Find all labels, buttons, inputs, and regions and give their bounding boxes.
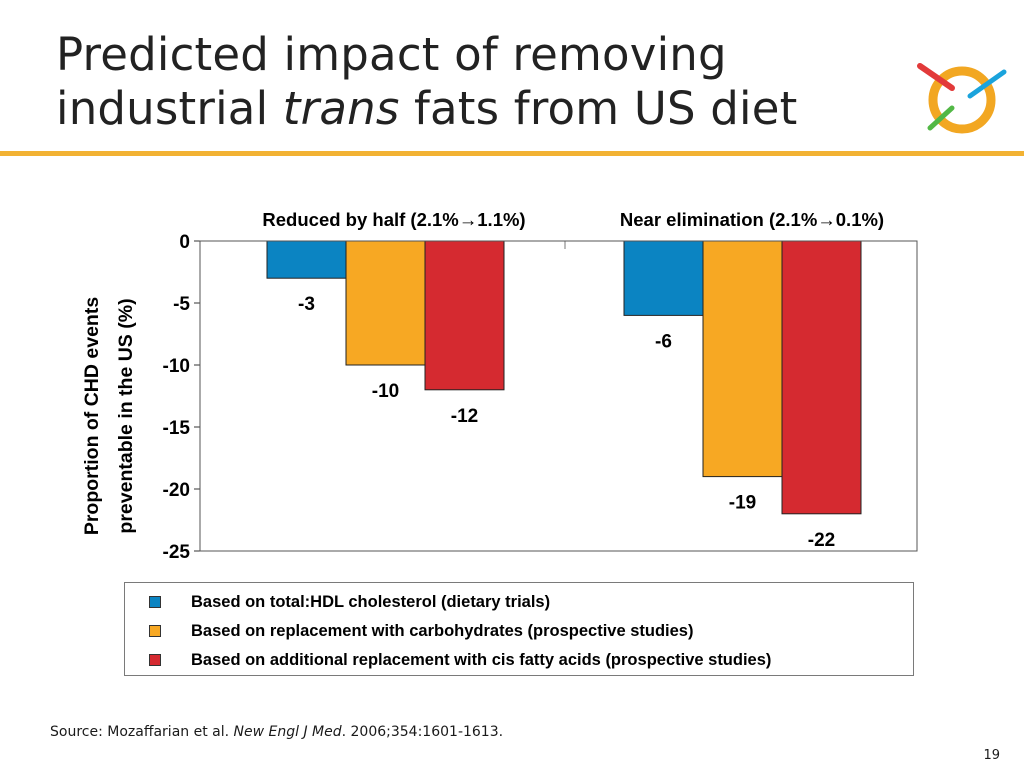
- data-label: -6: [655, 331, 672, 352]
- legend-item-cis-fatty-acids: Based on additional replacement with cis…: [149, 649, 771, 671]
- legend-label: Based on additional replacement with cis…: [191, 650, 772, 669]
- ring-logo-icon: [917, 63, 1007, 134]
- legend-label: Based on replacement with carbohydrates …: [191, 621, 694, 640]
- logo-ring: [928, 66, 996, 134]
- legend-item-carbohydrates: Based on replacement with carbohydrates …: [149, 620, 693, 642]
- bar-series-2-group-1: [345, 240, 426, 366]
- source-citation: Source: Mozaffarian et al. New Engl J Me…: [50, 724, 503, 740]
- logo-blue-stroke: [967, 69, 1007, 99]
- bar-series-3-group-2: [781, 240, 862, 515]
- source-suffix: . 2006;354:1601-1613.: [341, 724, 504, 740]
- bar-series-1-group-1: [266, 240, 347, 279]
- y-axis-label-line: Proportion of CHD events: [81, 297, 103, 535]
- legend-swatch-orange: [149, 625, 161, 637]
- group-label: Reduced by half (2.1%→1.1%): [262, 209, 525, 230]
- y-tick-label: -20: [163, 480, 190, 501]
- plot-area-frame: [199, 240, 918, 552]
- logo-red-stroke: [917, 63, 955, 91]
- data-label: -3: [298, 294, 315, 315]
- y-tick-label: -5: [173, 294, 190, 315]
- legend-swatch-red: [149, 654, 161, 666]
- page-number: 19: [983, 748, 1000, 763]
- title-line-2-suffix: fats from US diet: [399, 82, 798, 135]
- legend-swatch-blue: [149, 596, 161, 608]
- bar-series-1-group-2: [623, 240, 704, 316]
- y-tick-label: 0: [179, 232, 190, 253]
- legend: Based on total:HDL cholesterol (dietary …: [124, 582, 914, 676]
- source-prefix: Source: Mozaffarian et al.: [50, 724, 234, 740]
- data-label: -22: [808, 530, 835, 551]
- y-tick-label: -15: [163, 418, 191, 439]
- bar-chart: Reduced by half (2.1%→1.1%) Near eliminat…: [81, 209, 918, 563]
- title-line-2-italic: trans: [282, 82, 400, 135]
- y-axis-label-line: preventable in the US (%): [115, 298, 137, 533]
- slide-title: Predicted impact of removing industrial …: [56, 28, 876, 136]
- title-rule: [0, 151, 1024, 156]
- y-tick-label: -25: [163, 542, 191, 563]
- legend-item-total-hdl: Based on total:HDL cholesterol (dietary …: [149, 591, 550, 613]
- y-tick-label: -10: [163, 356, 190, 377]
- source-journal: New Engl J Med: [233, 724, 342, 740]
- data-label: -19: [729, 493, 756, 514]
- group-label: Near elimination (2.1%→0.1%): [620, 209, 884, 230]
- logo-green-stroke: [927, 105, 955, 131]
- legend-label: Based on total:HDL cholesterol (dietary …: [191, 592, 551, 611]
- data-label: -12: [451, 406, 478, 427]
- data-label: -10: [372, 381, 399, 402]
- title-line-1: Predicted impact of removing: [56, 28, 727, 81]
- bar-series-2-group-2: [702, 240, 783, 478]
- title-line-2-prefix: industrial: [56, 82, 283, 135]
- bar-series-3-group-1: [424, 240, 505, 391]
- title-line-2: industrial trans fats from US diet: [56, 82, 876, 136]
